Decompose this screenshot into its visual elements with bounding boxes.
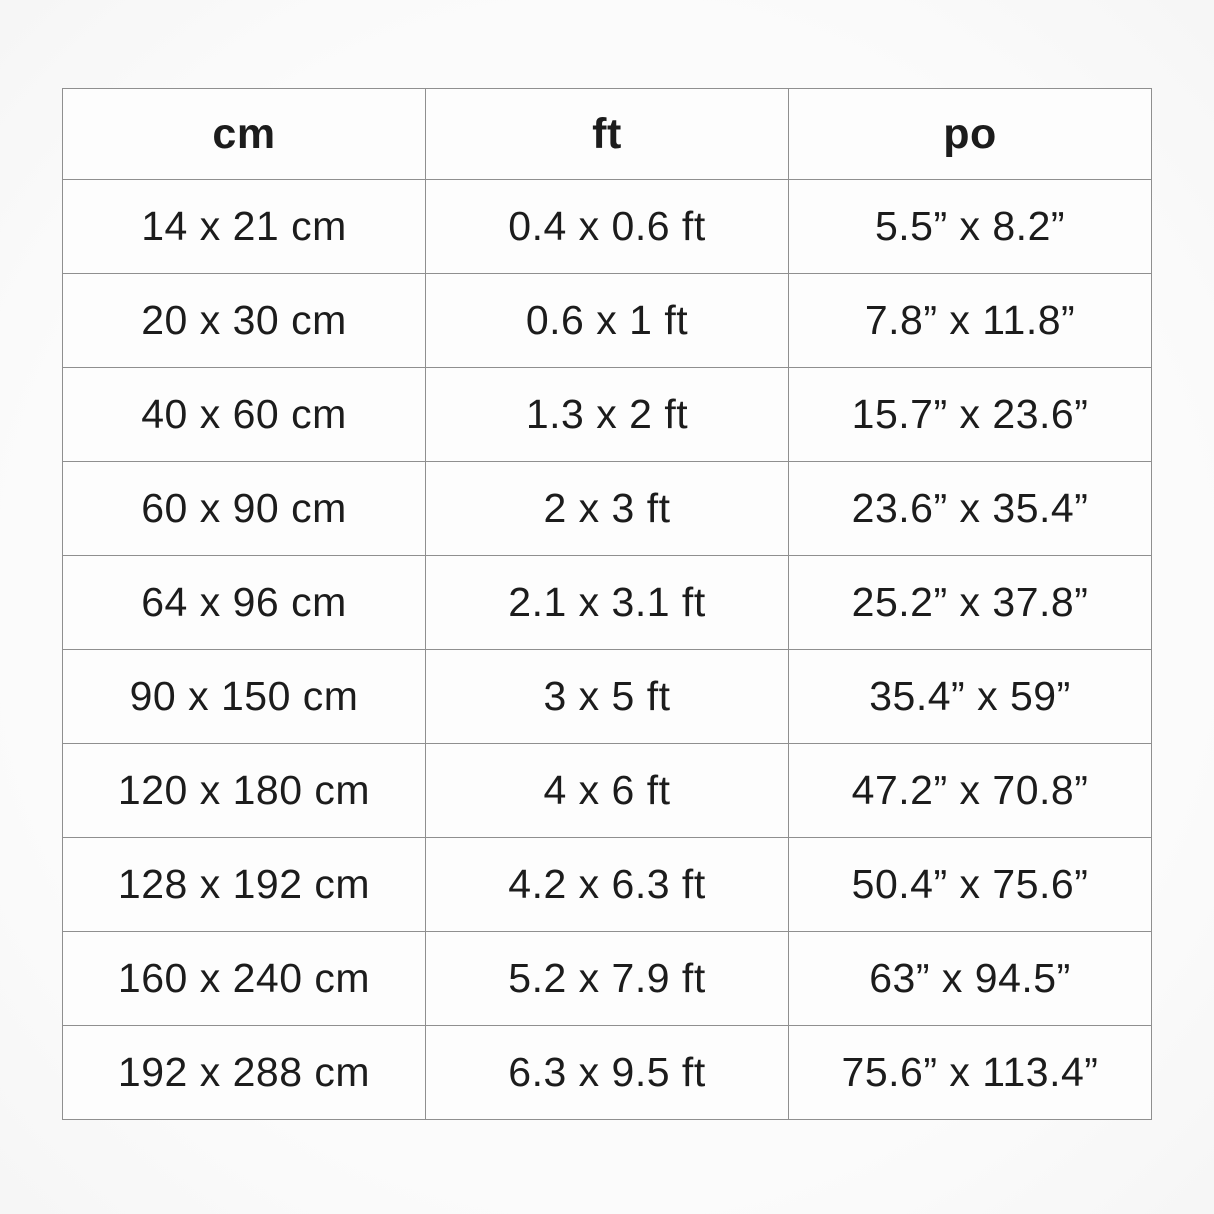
cell-po: 25.2” x 37.8” (788, 555, 1152, 650)
cell-ft: 4 x 6 ft (425, 743, 789, 838)
cell-cm: 14 x 21 cm (62, 179, 426, 274)
header-row: cm ft po (62, 88, 1152, 180)
cell-ft: 3 x 5 ft (425, 649, 789, 744)
cell-ft: 1.3 x 2 ft (425, 367, 789, 462)
cell-ft: 6.3 x 9.5 ft (425, 1025, 789, 1120)
cell-ft: 2 x 3 ft (425, 461, 789, 556)
cell-cm: 90 x 150 cm (62, 649, 426, 744)
column-header-ft: ft (425, 88, 789, 180)
cell-cm: 60 x 90 cm (62, 461, 426, 556)
table-row: 160 x 240 cm 5.2 x 7.9 ft 63” x 94.5” (62, 931, 1152, 1026)
column-header-cm: cm (62, 88, 426, 180)
table-row: 120 x 180 cm 4 x 6 ft 47.2” x 70.8” (62, 743, 1152, 838)
cell-ft: 0.6 x 1 ft (425, 273, 789, 368)
table-row: 64 x 96 cm 2.1 x 3.1 ft 25.2” x 37.8” (62, 555, 1152, 650)
cell-ft: 0.4 x 0.6 ft (425, 179, 789, 274)
cell-po: 15.7” x 23.6” (788, 367, 1152, 462)
cell-po: 47.2” x 70.8” (788, 743, 1152, 838)
table-row: 20 x 30 cm 0.6 x 1 ft 7.8” x 11.8” (62, 273, 1152, 368)
cell-cm: 192 x 288 cm (62, 1025, 426, 1120)
cell-cm: 160 x 240 cm (62, 931, 426, 1026)
cell-po: 50.4” x 75.6” (788, 837, 1152, 932)
cell-po: 35.4” x 59” (788, 649, 1152, 744)
cell-po: 63” x 94.5” (788, 931, 1152, 1026)
column-header-po: po (788, 88, 1152, 180)
table-row: 60 x 90 cm 2 x 3 ft 23.6” x 35.4” (62, 461, 1152, 556)
size-conversion-table: cm ft po 14 x 21 cm 0.4 x 0.6 ft 5.5” x … (62, 88, 1152, 1120)
cell-cm: 64 x 96 cm (62, 555, 426, 650)
cell-cm: 40 x 60 cm (62, 367, 426, 462)
cell-ft: 5.2 x 7.9 ft (425, 931, 789, 1026)
table-body: 14 x 21 cm 0.4 x 0.6 ft 5.5” x 8.2” 20 x… (62, 179, 1152, 1120)
cell-cm: 128 x 192 cm (62, 837, 426, 932)
cell-po: 23.6” x 35.4” (788, 461, 1152, 556)
table-row: 128 x 192 cm 4.2 x 6.3 ft 50.4” x 75.6” (62, 837, 1152, 932)
cell-cm: 20 x 30 cm (62, 273, 426, 368)
cell-po: 7.8” x 11.8” (788, 273, 1152, 368)
table-header: cm ft po (62, 88, 1152, 180)
table-row: 40 x 60 cm 1.3 x 2 ft 15.7” x 23.6” (62, 367, 1152, 462)
cell-ft: 2.1 x 3.1 ft (425, 555, 789, 650)
cell-po: 75.6” x 113.4” (788, 1025, 1152, 1120)
cell-ft: 4.2 x 6.3 ft (425, 837, 789, 932)
cell-po: 5.5” x 8.2” (788, 179, 1152, 274)
table-row: 90 x 150 cm 3 x 5 ft 35.4” x 59” (62, 649, 1152, 744)
table-row: 14 x 21 cm 0.4 x 0.6 ft 5.5” x 8.2” (62, 179, 1152, 274)
cell-cm: 120 x 180 cm (62, 743, 426, 838)
table-row: 192 x 288 cm 6.3 x 9.5 ft 75.6” x 113.4” (62, 1025, 1152, 1120)
